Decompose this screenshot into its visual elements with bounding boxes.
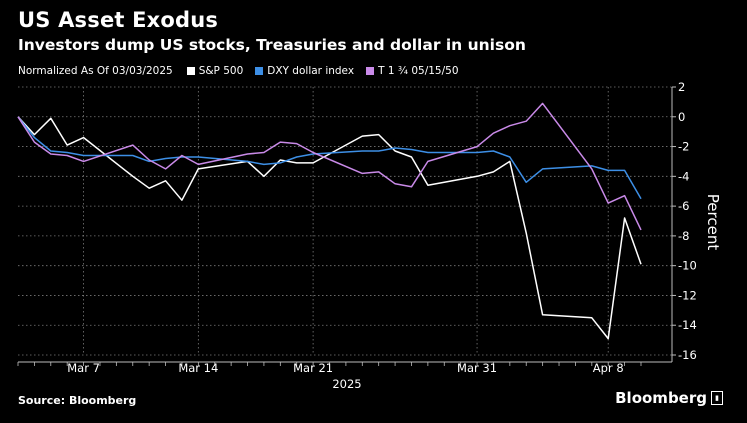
legend: Normalized As Of 03/03/2025 S&P 500 DXY … bbox=[18, 63, 471, 79]
axes bbox=[17, 86, 676, 366]
y-tick-labels: 2 0 -2 -4 -6 -8 -10 -12 -14 -16 bbox=[678, 80, 697, 362]
x-tick-label: Mar 21 bbox=[293, 361, 333, 375]
legend-label-sp500: S&P 500 bbox=[198, 65, 244, 77]
legend-item-sp500: S&P 500 bbox=[186, 65, 244, 77]
grid-lines bbox=[18, 86, 672, 356]
bloomberg-logo: Bloomberg ▮ bbox=[615, 389, 723, 407]
x-tick-label: Mar 14 bbox=[178, 361, 218, 375]
y-tick-label: 2 bbox=[678, 80, 685, 94]
x-axis-year-label: 2025 bbox=[332, 377, 361, 391]
sp500-line bbox=[17, 116, 642, 340]
legend-swatch-treasury bbox=[366, 67, 375, 75]
legend-item-dxy: DXY dollar index bbox=[255, 65, 354, 77]
bloomberg-terminal-icon: ▮ bbox=[711, 391, 723, 405]
legend-swatch-dxy bbox=[255, 67, 264, 75]
legend-swatch-sp500 bbox=[186, 67, 195, 75]
x-tick-labels: Mar 7 Mar 14 Mar 21 Mar 31 Apr 8 bbox=[67, 361, 623, 375]
y-axis-title: Percent bbox=[704, 194, 722, 251]
legend-label-treasury: T 1 ¾ 05/15/50 bbox=[378, 65, 459, 77]
y-tick-label: -2 bbox=[678, 140, 689, 154]
brand-label: Bloomberg bbox=[615, 389, 707, 407]
y-tick-label: -12 bbox=[678, 288, 697, 302]
y-tick-label: -16 bbox=[678, 348, 697, 362]
chart-title: US Asset Exodus bbox=[18, 8, 219, 32]
y-tick-label: -10 bbox=[678, 259, 697, 273]
chart-subtitle: Investors dump US stocks, Treasuries and… bbox=[18, 36, 526, 54]
y-tick-label: 0 bbox=[678, 110, 685, 124]
x-tick-label: Mar 31 bbox=[457, 361, 497, 375]
dxy-line bbox=[17, 116, 642, 200]
y-tick-label: -14 bbox=[678, 318, 697, 332]
treasury-line bbox=[17, 102, 642, 231]
legend-normalized-note: Normalized As Of 03/03/2025 bbox=[18, 65, 173, 77]
x-tick-label: Mar 7 bbox=[67, 361, 100, 375]
source-note: Source: Bloomberg bbox=[18, 394, 137, 407]
legend-label-dxy: DXY dollar index bbox=[267, 65, 355, 77]
legend-item-treasury: T 1 ¾ 05/15/50 bbox=[366, 65, 459, 77]
series-lines bbox=[17, 102, 642, 340]
y-tick-label: -8 bbox=[678, 229, 689, 243]
y-tick-label: -4 bbox=[678, 169, 689, 183]
x-tick-label: Apr 8 bbox=[593, 361, 624, 375]
y-tick-label: -6 bbox=[678, 199, 689, 213]
